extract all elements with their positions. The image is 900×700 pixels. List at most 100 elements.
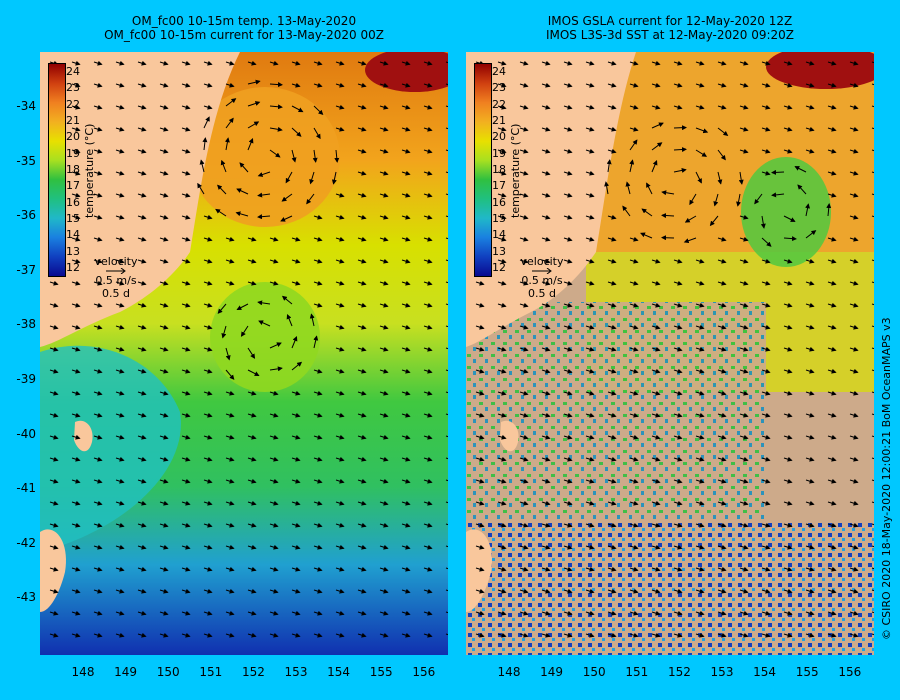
- current-arrow: [607, 478, 617, 484]
- current-arrow: [871, 83, 874, 86]
- current-arrow: [335, 434, 345, 440]
- current-arrow: [357, 82, 367, 88]
- current-arrow: [115, 192, 125, 198]
- current-arrow: [607, 368, 617, 374]
- right-land-tasmania: [466, 529, 492, 612]
- current-arrow: [357, 522, 367, 528]
- current-arrow: [695, 368, 705, 374]
- current-arrow: [313, 588, 323, 594]
- current-arrow: [181, 478, 191, 484]
- current-arrow: [695, 522, 705, 528]
- current-arrow: [695, 500, 705, 506]
- current-arrow: [445, 457, 448, 460]
- current-arrow: [849, 302, 859, 308]
- current-arrow: [291, 522, 301, 528]
- current-arrow: [739, 610, 749, 616]
- current-arrow: [739, 632, 749, 638]
- current-arrow: [401, 148, 411, 154]
- current-arrow: [71, 280, 81, 286]
- current-arrow: [497, 60, 507, 66]
- current-arrow: [401, 632, 411, 638]
- current-arrow: [220, 159, 227, 173]
- current-arrow: [739, 434, 749, 440]
- current-arrow: [445, 435, 448, 438]
- current-arrow: [717, 632, 727, 638]
- right-longitude-label: 151: [625, 665, 649, 679]
- current-arrow: [401, 522, 411, 528]
- current-arrow: [629, 478, 639, 484]
- current-arrow: [651, 632, 661, 638]
- current-arrow: [871, 611, 874, 614]
- current-arrow: [651, 280, 661, 286]
- current-arrow: [269, 434, 279, 440]
- current-arrow: [629, 139, 638, 151]
- current-arrow: [291, 566, 301, 572]
- current-arrow: [497, 148, 507, 154]
- current-arrow: [93, 390, 103, 396]
- current-arrow: [291, 149, 297, 163]
- current-arrow: [357, 324, 367, 330]
- current-arrow: [203, 116, 210, 129]
- current-arrow: [563, 82, 573, 88]
- current-arrow: [93, 544, 103, 550]
- current-arrow: [519, 390, 529, 396]
- current-arrow: [291, 258, 301, 264]
- current-arrow: [401, 60, 411, 66]
- current-arrow: [159, 192, 169, 198]
- current-arrow: [181, 324, 191, 330]
- current-arrow: [739, 478, 749, 484]
- current-arrow: [826, 203, 832, 217]
- current-arrow: [805, 126, 815, 132]
- current-arrow: [585, 104, 595, 110]
- current-arrow: [159, 60, 169, 66]
- left-longitude-label: 148: [71, 665, 95, 679]
- left-colorbar-tick: 14: [66, 228, 80, 242]
- current-arrow: [423, 632, 433, 638]
- current-arrow: [519, 412, 529, 418]
- left-longitude-label: 149: [114, 665, 138, 679]
- current-arrow: [541, 148, 551, 154]
- current-arrow: [827, 192, 837, 198]
- current-arrow: [497, 566, 507, 572]
- current-arrow: [115, 478, 125, 484]
- current-arrow: [309, 171, 315, 185]
- current-arrow: [541, 126, 551, 132]
- current-arrow: [335, 500, 345, 506]
- current-arrow: [357, 170, 367, 176]
- current-arrow: [181, 302, 191, 308]
- current-arrow: [673, 346, 683, 352]
- current-arrow: [607, 412, 617, 418]
- current-arrow: [805, 632, 815, 638]
- current-arrow: [761, 412, 771, 418]
- current-arrow: [71, 478, 81, 484]
- current-arrow: [257, 192, 271, 198]
- current-arrow: [269, 60, 279, 66]
- current-arrow: [651, 160, 658, 173]
- current-arrow: [93, 412, 103, 418]
- current-arrow: [159, 478, 169, 484]
- current-arrow: [519, 434, 529, 440]
- current-arrow: [585, 368, 595, 374]
- current-arrow: [519, 588, 529, 594]
- current-arrow: [475, 368, 485, 374]
- current-arrow: [849, 280, 859, 286]
- current-arrow: [225, 236, 235, 242]
- current-arrow: [783, 126, 793, 132]
- right-colorbar-ticks: 24 23 22 21 20 19 18 17 16 15 14 13 12: [492, 63, 522, 275]
- current-arrow: [871, 105, 874, 108]
- current-arrow: [236, 303, 249, 310]
- current-arrow: [291, 105, 304, 113]
- current-arrow: [313, 82, 323, 88]
- current-arrow: [783, 368, 793, 374]
- current-arrow: [849, 478, 859, 484]
- credit-text: © CSIRO 2020 18-May-2020 12:00:21 BoM Oc…: [880, 317, 893, 640]
- current-arrow: [717, 566, 727, 572]
- current-arrow: [606, 159, 612, 173]
- current-arrow: [717, 390, 727, 396]
- current-arrow: [445, 347, 448, 350]
- current-arrow: [651, 456, 661, 462]
- current-arrow: [585, 236, 595, 242]
- current-arrow: [379, 456, 389, 462]
- current-arrow: [247, 522, 257, 528]
- current-arrow: [739, 522, 749, 528]
